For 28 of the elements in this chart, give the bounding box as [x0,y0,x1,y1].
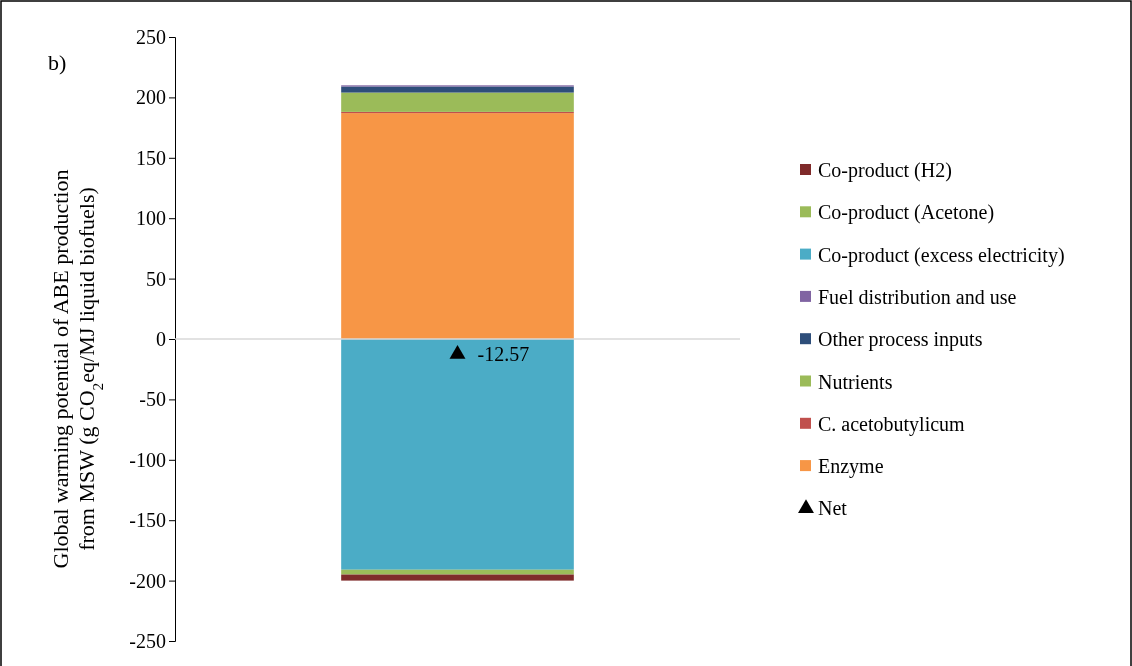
bar [341,113,574,339]
y-tick-label: -250 [129,629,166,652]
data-label: -12.57 [477,343,530,366]
y-tick-label: 100 [136,207,166,230]
legend-label: Nutrients [818,370,893,393]
y-tick-label: -200 [129,569,166,592]
bar [341,574,574,581]
y-tick-label: 50 [146,267,166,290]
legend-label: Other process inputs [818,328,983,352]
y-tick-label: 200 [136,86,166,109]
legend-label: Co-product (excess electricity) [818,243,1065,267]
bar [341,92,574,112]
bar [341,569,574,575]
y-tick-label: 250 [136,25,166,48]
y-tick-label: -150 [129,509,166,532]
bar [341,339,574,570]
legend-label: Net [818,497,848,520]
y-tick-label: 0 [156,327,166,350]
legend-label: Co-product (H2) [818,159,952,182]
legend-label: C. acetobutylicum [818,412,966,436]
y-tick-label: 150 [136,146,166,169]
y-tick-label: -100 [129,448,166,471]
legend-label: Fuel distribution and use [818,285,1017,308]
legend-label: Enzyme [818,455,884,479]
legend-label: Co-product (Acetone) [818,201,995,225]
text: b) [48,50,67,75]
bar [341,86,574,93]
y-tick-label: -50 [139,388,166,411]
